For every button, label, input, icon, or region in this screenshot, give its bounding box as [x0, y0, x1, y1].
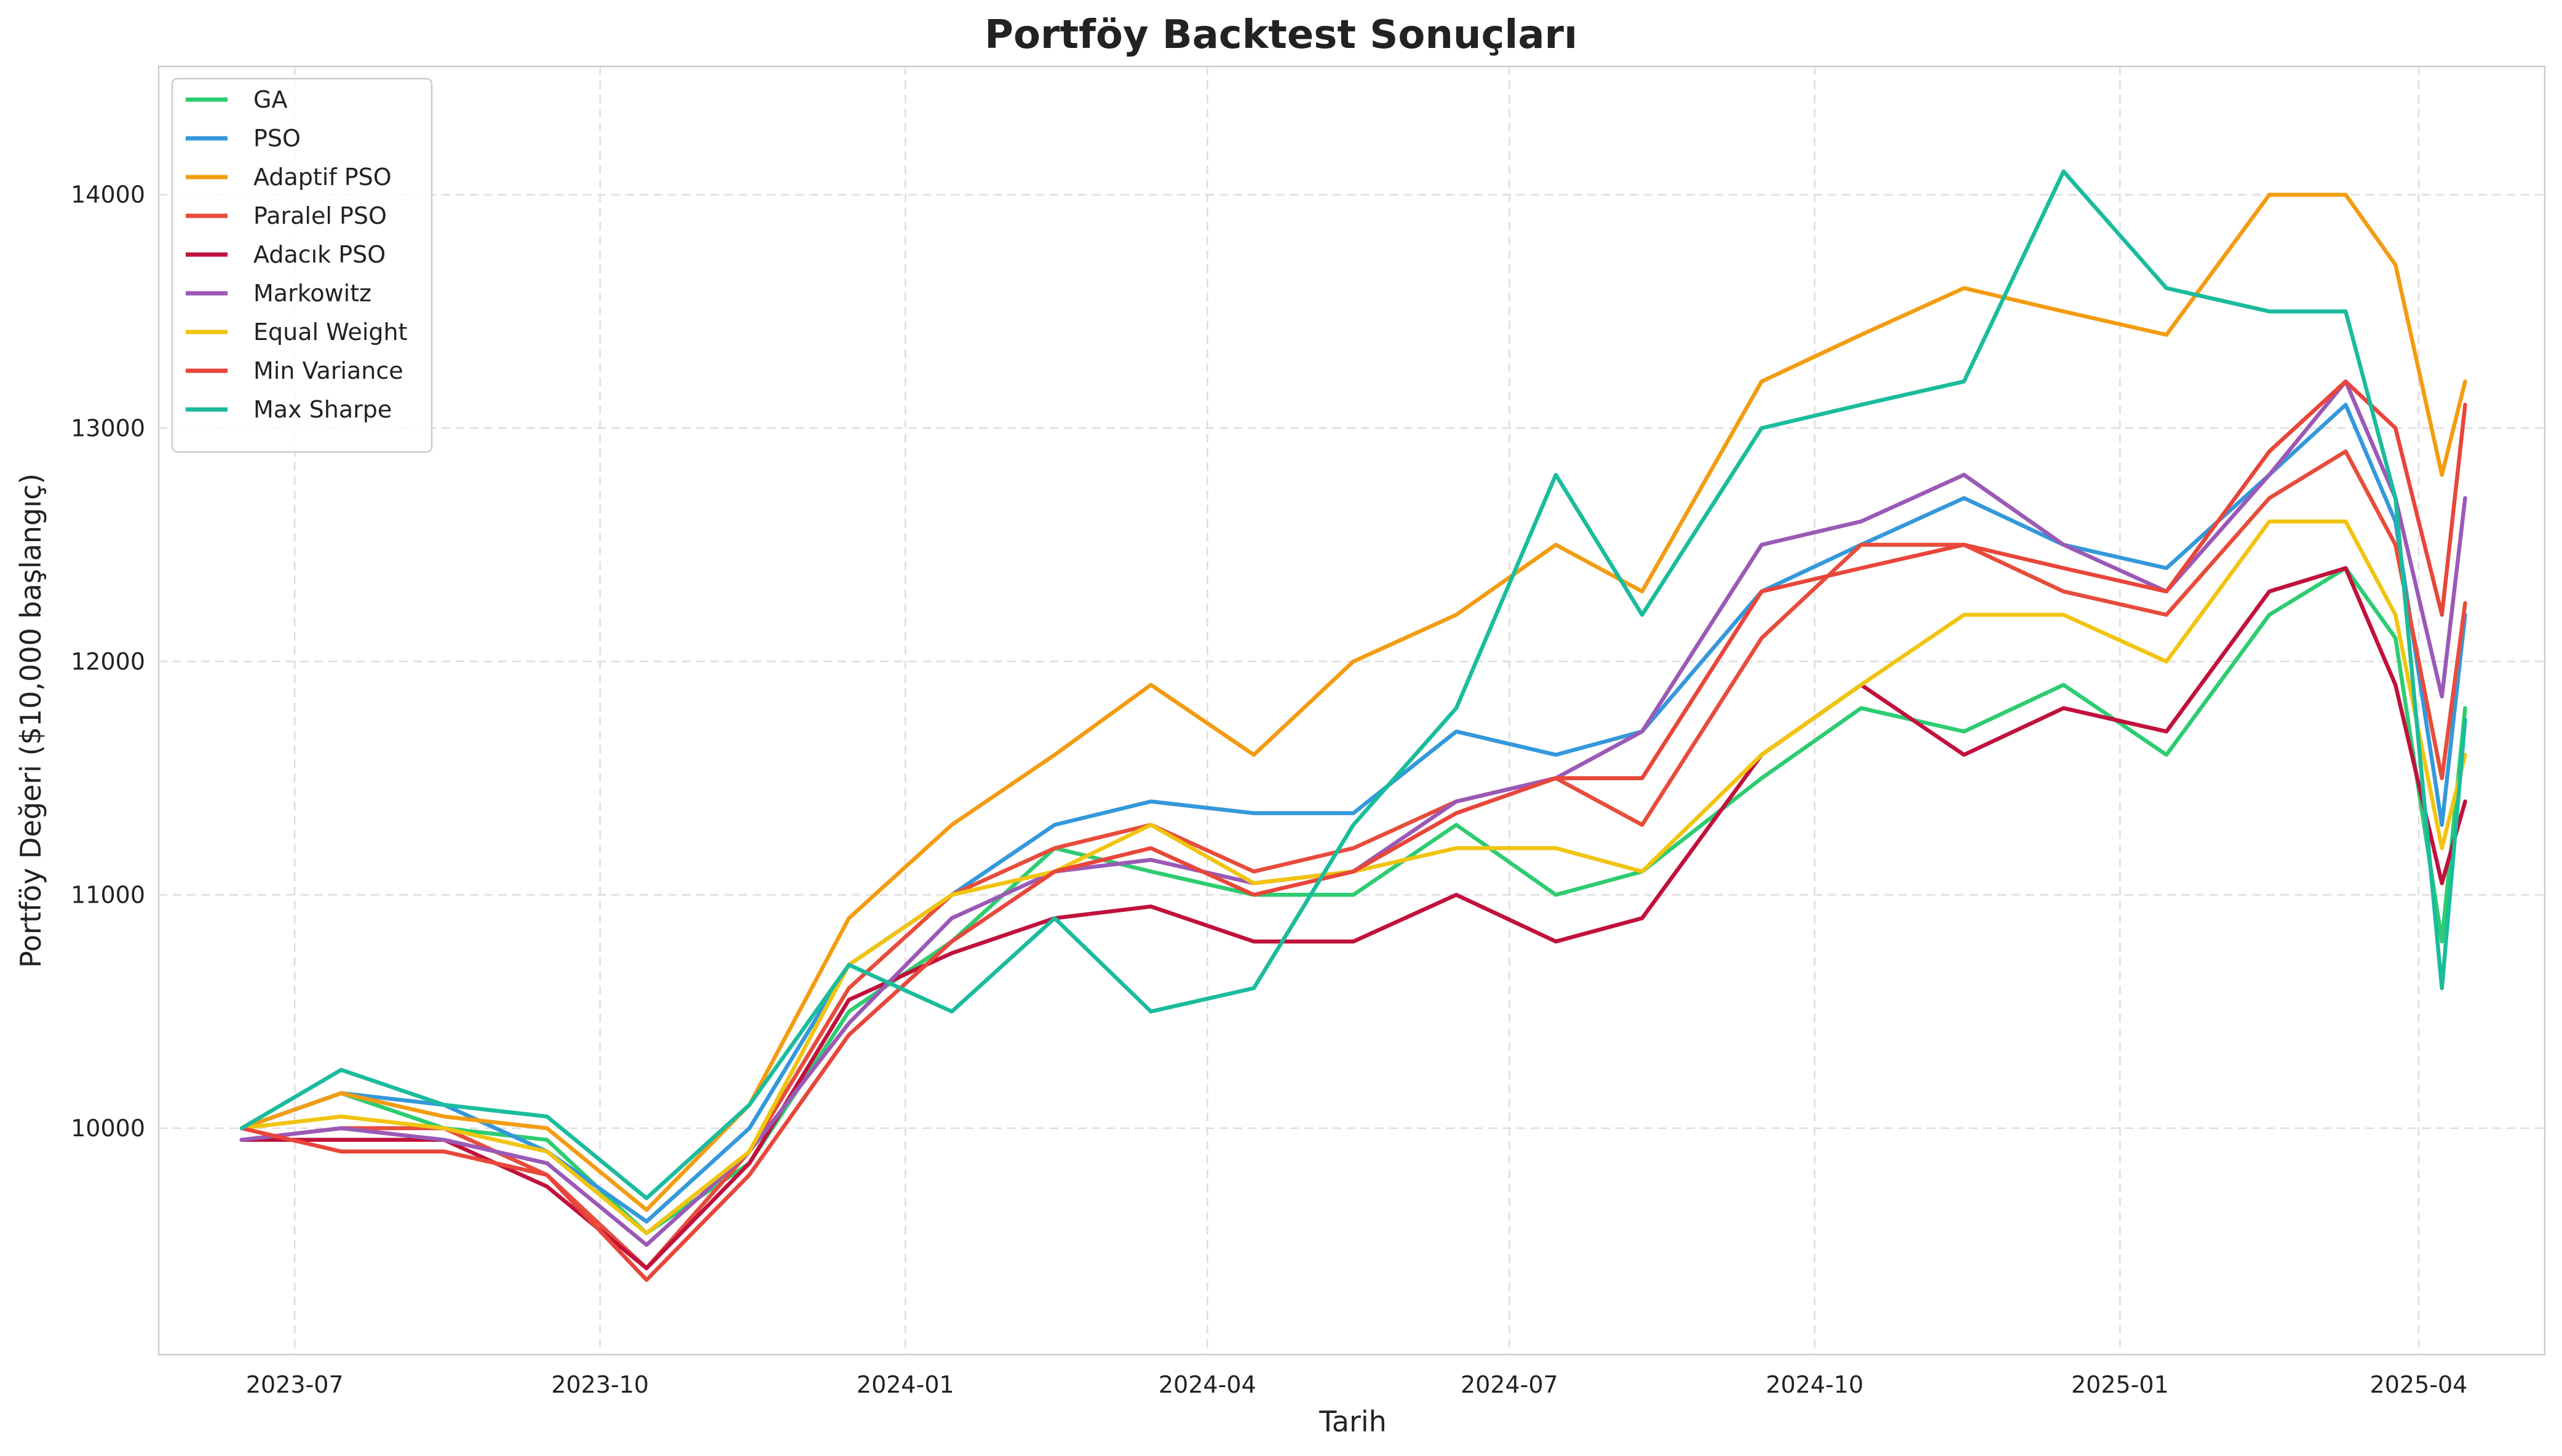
- y-tick-label: 13000: [71, 414, 145, 441]
- legend-label: Markowitz: [253, 280, 371, 307]
- chart-title: Portföy Backtest Sonuçları: [985, 12, 1577, 58]
- y-tick-label: 14000: [71, 181, 145, 208]
- y-tick-label: 10000: [71, 1115, 145, 1142]
- y-tick-label: 12000: [71, 648, 145, 675]
- legend-box: [171, 77, 433, 453]
- plot-area: [157, 65, 2546, 1356]
- legend-label: Adacık PSO: [253, 241, 386, 268]
- x-tick-label: 2025-04: [2370, 1371, 2468, 1398]
- x-tick-label: 2024-07: [1461, 1371, 1558, 1398]
- legend-label: GA: [253, 86, 287, 113]
- legend-label: Max Sharpe: [253, 396, 392, 423]
- legend-label: Min Variance: [253, 357, 403, 384]
- x-tick-label: 2023-10: [551, 1371, 649, 1398]
- series-lines: [239, 169, 2467, 1282]
- series-line-markowitz: [239, 379, 2467, 1247]
- legend: GA PSO Adaptif PSO Paralel PSO Adacık PSO Mar…: [171, 77, 433, 453]
- x-tick-label: 2025-01: [2071, 1371, 2169, 1398]
- y-axis-label: Portföy Değeri ($10,000 başlangıç): [14, 473, 47, 968]
- x-tick-label: 2024-04: [1159, 1371, 1256, 1398]
- x-axis-label: Tarih: [1319, 1405, 1387, 1438]
- x-tick-label: 2023-07: [246, 1371, 344, 1398]
- x-tick-label: 2024-10: [1766, 1371, 1863, 1398]
- series-line-adac-k-pso: [239, 566, 2467, 1270]
- legend-label: PSO: [253, 125, 301, 152]
- legend-label: Equal Weight: [253, 318, 408, 346]
- legend-label: Paralel PSO: [253, 202, 387, 229]
- series-line-min-variance: [239, 379, 2467, 1282]
- tick-labels: 10000 11000 12000 13000 14000 2023-07 2023-10 2…: [71, 181, 2467, 1398]
- series-line-equal-weight: [239, 519, 2467, 1235]
- x-tick-label: 2024-01: [857, 1371, 954, 1398]
- y-tick-label: 11000: [71, 881, 145, 908]
- legend-label: Adaptif PSO: [253, 164, 392, 191]
- series-line-max-sharpe: [239, 169, 2467, 1200]
- series-line-adaptif-pso: [239, 192, 2467, 1212]
